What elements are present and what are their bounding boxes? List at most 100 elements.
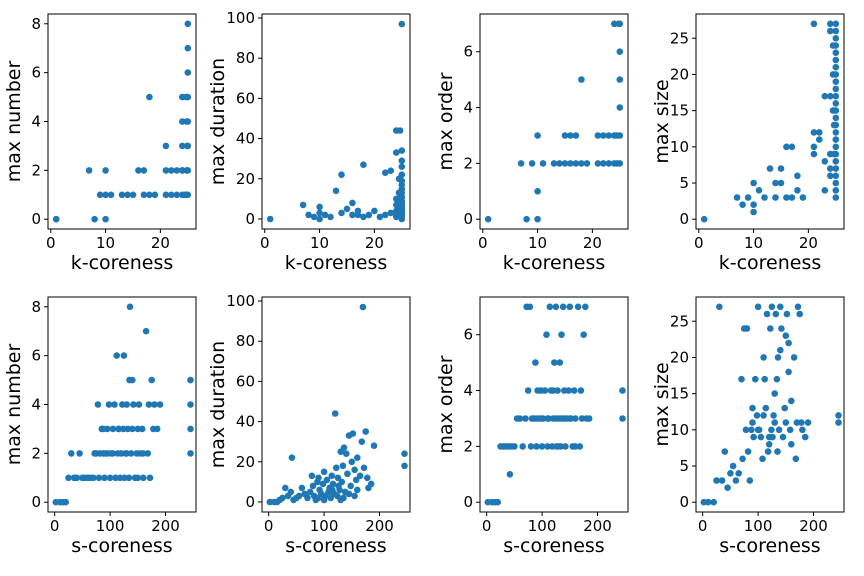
y-tick-label: 25 [670,312,689,330]
data-point-64 [585,415,593,422]
data-point-11 [338,171,345,178]
data-point-26 [387,209,395,217]
data-point-73 [538,415,546,422]
data-point-25 [605,132,613,139]
data-point-74 [785,368,792,376]
data-point-18 [526,303,534,311]
data-point-20 [748,426,755,434]
x-tick-label: 0 [478,234,488,252]
y-tick-label: 0 [245,493,255,511]
data-point-70 [320,496,328,504]
data-point-31 [113,352,120,359]
data-point-20 [162,167,170,174]
data-point-18 [744,448,752,455]
data-point-60 [397,191,405,199]
data-point-47 [559,303,567,311]
data-point-48 [832,78,840,85]
data-point-3 [523,215,530,223]
data-point-69 [129,376,136,384]
data-point-71 [549,387,557,394]
data-point-34 [765,441,773,448]
x-tick-label: 100 [310,517,339,535]
data-point-13 [343,205,351,213]
y-tick-label: 2 [463,437,473,455]
data-point-21 [371,207,378,215]
data-point-6 [68,450,75,457]
data-point-2 [733,194,741,201]
data-point-67 [345,490,353,498]
data-point-2 [517,160,525,167]
data-point-12 [772,179,779,187]
data-point-43 [774,448,781,455]
data-point-29 [821,158,829,165]
data-point-11 [732,477,740,484]
data-point-47 [129,425,136,433]
data-point-55 [790,354,798,361]
scatter-series [484,303,626,506]
data-point-26 [816,129,823,136]
data-point-51 [565,387,572,394]
data-point-45 [182,93,190,101]
data-point-6 [102,167,109,174]
y-tick-label: 5 [679,174,689,192]
y-tick-label: 100 [226,9,255,27]
data-point-58 [794,303,802,311]
data-point-22 [750,433,757,441]
data-point-45 [775,426,783,434]
data-point-31 [827,92,834,100]
data-point-15 [304,494,311,502]
data-point-44 [183,142,191,150]
data-point-18 [309,482,317,490]
data-point-70 [555,443,562,450]
data-point-66 [619,387,626,394]
data-point-22 [810,20,818,28]
data-point-51 [832,100,840,107]
data-point-30 [543,331,550,339]
data-point-57 [398,215,406,223]
data-point-24 [753,412,761,419]
data-point-1 [700,215,708,223]
data-point-14 [90,474,97,482]
data-point-33 [827,20,834,28]
y-axis-label: max duration [207,58,229,185]
data-point-74 [100,425,107,433]
data-point-37 [615,20,622,28]
data-point-71 [115,425,122,433]
y-tick-label: 80 [236,49,255,67]
data-point-21 [749,419,756,426]
scatter-series [266,303,408,506]
data-point-55 [570,387,578,394]
y-tick-label: 2 [463,154,473,172]
data-point-56 [832,136,840,143]
x-tick-label: 10 [744,234,763,252]
data-point-14 [739,455,746,463]
x-tick-label: 20 [151,234,170,252]
data-point-56 [572,415,579,422]
y-tick-label: 6 [31,64,41,82]
data-point-24 [382,211,389,219]
data-point-10 [556,160,563,167]
data-point-71 [754,426,762,434]
y-tick-label: 0 [245,210,255,228]
data-point-49 [781,404,788,412]
data-point-5 [96,191,104,199]
data-point-18 [95,474,103,482]
data-point-42 [773,375,781,383]
data-point-71 [315,474,322,482]
data-point-56 [142,327,150,335]
data-point-39 [770,412,777,419]
data-point-33 [764,448,772,455]
data-point-7 [102,191,109,199]
data-point-13 [516,415,524,422]
plot-frame [479,13,629,230]
y-tick-label: 15 [670,102,689,120]
data-point-70 [760,412,767,419]
data-point-9 [288,454,296,462]
data-point-26 [106,474,114,482]
data-point-59 [796,310,803,318]
data-point-41 [398,163,406,170]
x-tick-label: 0 [260,234,270,252]
data-point-2 [704,498,712,506]
data-point-41 [772,310,780,318]
y-tick-label: 0 [463,210,473,228]
